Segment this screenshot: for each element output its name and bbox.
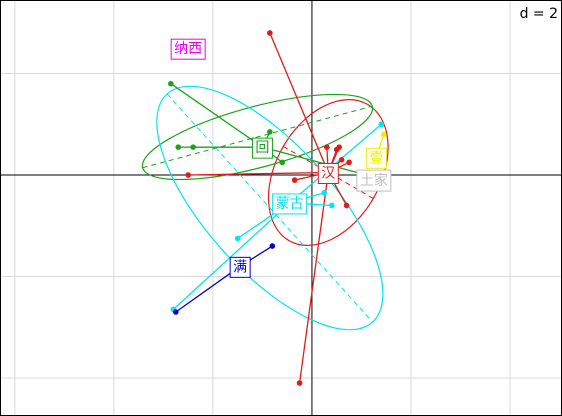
point-满 bbox=[269, 243, 276, 249]
point-回 bbox=[168, 80, 174, 87]
point-汉 bbox=[267, 30, 273, 36]
point-回 bbox=[267, 129, 273, 135]
point-汉 bbox=[346, 159, 352, 166]
point-汉 bbox=[296, 380, 303, 386]
group-label-box-蒙古 bbox=[272, 193, 308, 215]
segment-汉 bbox=[298, 172, 329, 384]
point-汉 bbox=[185, 172, 191, 178]
scale-label-box bbox=[516, 1, 561, 23]
point-回 bbox=[279, 159, 286, 166]
segment-汉 bbox=[188, 171, 329, 176]
group-label-蒙古: 蒙古 bbox=[276, 196, 304, 212]
point-蒙古 bbox=[328, 202, 335, 209]
group-label-box-纳西 bbox=[170, 38, 206, 60]
group-label-box-满 bbox=[229, 256, 251, 278]
group-label-box-汉 bbox=[317, 162, 339, 184]
segment-回 bbox=[262, 146, 367, 176]
segment-蒙古 bbox=[172, 202, 291, 310]
group-label-满: 满 bbox=[233, 259, 247, 275]
segment-汉 bbox=[269, 32, 329, 173]
ellipse-axis-蒙古 bbox=[166, 93, 373, 323]
segment-满 bbox=[175, 265, 241, 313]
point-汉 bbox=[338, 157, 345, 163]
group-label-box-土家 bbox=[356, 169, 392, 192]
segment-回 bbox=[170, 83, 263, 148]
point-回 bbox=[190, 144, 196, 150]
point-汉 bbox=[324, 144, 330, 150]
ellipse-axis-回 bbox=[142, 105, 373, 169]
group-label-汉: 汉 bbox=[321, 165, 335, 181]
group-label-纳西: 纳西 bbox=[174, 41, 202, 57]
point-汉 bbox=[343, 202, 350, 209]
group-label-土家: 土家 bbox=[360, 172, 388, 189]
point-回 bbox=[175, 144, 182, 150]
point-汉 bbox=[291, 177, 298, 183]
ellipses bbox=[141, 85, 389, 331]
group-label-box-壹 bbox=[365, 147, 387, 169]
group-label-壹: 壹 bbox=[369, 150, 383, 166]
group-label-box-回 bbox=[251, 137, 273, 159]
point-蒙古 bbox=[321, 189, 328, 196]
ellipse-蒙古 bbox=[156, 85, 384, 331]
group-label-回: 回 bbox=[255, 140, 269, 156]
scale-label: d = 2 bbox=[520, 6, 558, 22]
point-壹 bbox=[380, 131, 387, 138]
point-满 bbox=[172, 309, 179, 315]
point-蒙古 bbox=[234, 235, 241, 242]
point-汉 bbox=[336, 144, 342, 150]
point-蒙古 bbox=[378, 121, 385, 128]
